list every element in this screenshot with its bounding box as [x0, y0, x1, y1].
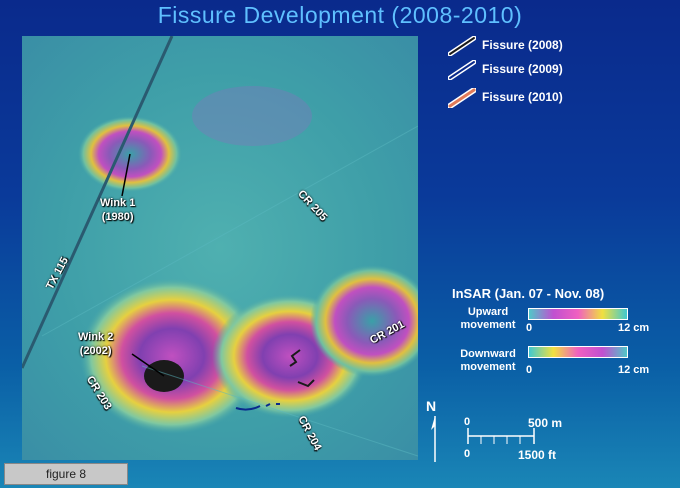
wink2-leader: [131, 353, 165, 377]
insar-map: Wink 1 (1980) Wink 2 (2002) CR 205 TX 11…: [22, 36, 418, 460]
figure-caption: figure 8: [4, 463, 128, 485]
north-arrow-icon: [431, 416, 436, 462]
scale-bar: 0 500 m 0 1500 ft: [458, 414, 568, 464]
scale-metric-min: 0: [464, 416, 471, 428]
fissure-2008-swatch-icon: [448, 36, 476, 56]
wink1-leader: [121, 153, 131, 197]
upward-min: 0: [526, 322, 533, 334]
scale-imperial-max: 1500 ft: [518, 448, 557, 462]
scale-imperial-min: 0: [464, 448, 471, 460]
scale-metric-max: 500 m: [528, 416, 563, 430]
legend-label: Fissure (2009): [482, 62, 563, 76]
fissure-2009: [235, 403, 280, 411]
downward-label: Downward movement: [460, 348, 516, 373]
insar-legend-title: InSAR (Jan. 07 - Nov. 08): [452, 286, 605, 301]
upward-colorbar: [528, 308, 628, 320]
wink2-deformation: [80, 278, 264, 434]
fissure-2008: [289, 349, 301, 367]
wink1-label: Wink 1 (1980): [100, 197, 136, 223]
cr201-deformation-east: [310, 265, 418, 377]
upward-label: Upward movement: [460, 306, 516, 331]
wink2-label: Wink 2 (2002): [78, 331, 114, 357]
legend-label: Fissure (2010): [482, 90, 563, 104]
map-graphics: [22, 36, 418, 457]
upward-max: 12 cm: [618, 322, 650, 334]
tx115-road: [22, 36, 174, 369]
fissure-2009-swatch-icon: [448, 60, 476, 80]
page-title: Fissure Development (2008-2010): [157, 2, 523, 28]
downward-colorbar: [528, 346, 628, 358]
downward-max: 12 cm: [618, 364, 650, 376]
fissure-2010-swatch-icon: [448, 88, 476, 108]
scale-bar-graphic: [467, 428, 535, 444]
north-label: N: [426, 398, 437, 414]
legend-label: Fissure (2008): [482, 38, 563, 52]
downward-min: 0: [526, 364, 533, 376]
